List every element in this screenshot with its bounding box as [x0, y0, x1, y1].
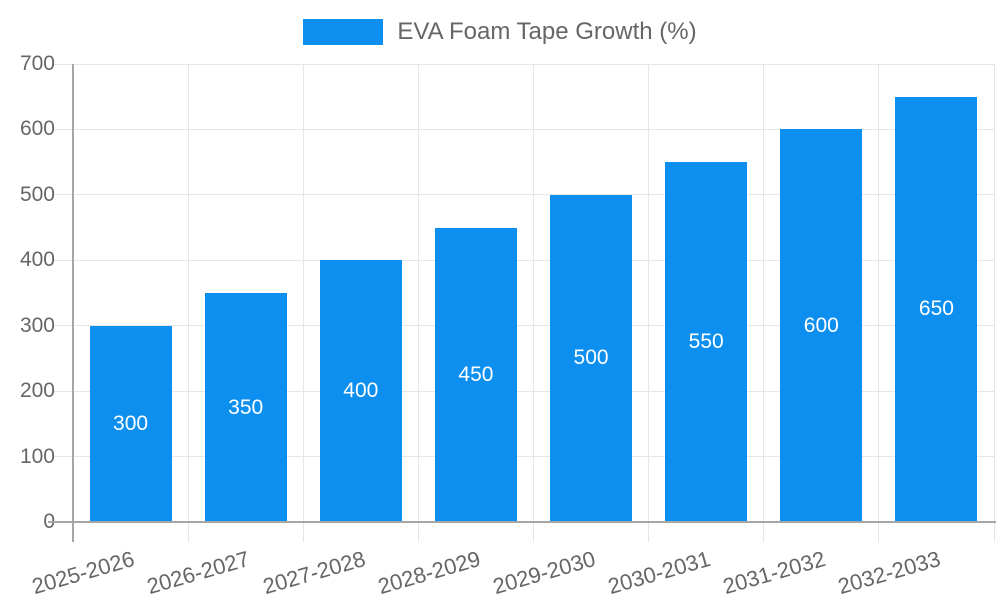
x-axis-tick-label: 2027-2028: [259, 546, 368, 600]
bar-value-label: 450: [458, 362, 494, 386]
gridline-vertical: [302, 64, 304, 542]
gridline-vertical: [187, 64, 189, 542]
bar: 500: [550, 194, 633, 522]
gridline-horizontal: [54, 259, 994, 261]
bar-value-label: 500: [573, 346, 609, 370]
x-axis-tick-label: 2026-2027: [144, 546, 253, 600]
x-axis-tick-label: 2029-2030: [489, 546, 598, 600]
legend-swatch[interactable]: [303, 19, 384, 45]
gridline-horizontal: [54, 63, 994, 65]
y-axis-tick-label: 700: [19, 52, 55, 75]
y-axis-tick-label: 500: [19, 182, 55, 206]
x-axis-tick-label: 2032-2033: [835, 546, 944, 600]
bar: 400: [319, 260, 402, 522]
gridline-horizontal: [54, 456, 994, 458]
legend-label[interactable]: EVA Foam Tape Growth (%): [397, 18, 697, 45]
y-axis-line: [72, 64, 74, 542]
y-axis-tick-label: 600: [19, 117, 55, 141]
gridline-vertical: [648, 64, 650, 542]
bar-value-label: 650: [918, 297, 954, 321]
gridline-vertical: [417, 64, 419, 542]
bar-value-label: 350: [228, 395, 264, 419]
bar: 550: [665, 162, 748, 522]
gridline-horizontal: [54, 390, 994, 392]
y-axis-tick-label: 300: [19, 313, 55, 337]
bar: 300: [89, 325, 172, 522]
gridline-horizontal: [54, 194, 994, 196]
gridline-vertical: [533, 64, 534, 542]
y-axis-tick-label: 100: [19, 444, 55, 468]
gridline-vertical: [878, 64, 880, 542]
x-axis-line: [48, 521, 996, 523]
gridline-horizontal: [54, 128, 994, 130]
bar-value-label: 600: [803, 313, 839, 337]
x-axis-tick-label: 2025-2026: [29, 546, 138, 600]
bar-value-label: 550: [688, 330, 724, 354]
x-axis-tick-label: 2031-2032: [720, 546, 829, 600]
gridline-vertical: [763, 64, 765, 542]
bar-value-label: 300: [113, 411, 149, 435]
bar: 350: [204, 293, 287, 522]
gridline-horizontal: [54, 325, 994, 327]
y-axis-tick-label: 400: [19, 248, 55, 272]
legend[interactable]: EVA Foam Tape Growth (%): [0, 19, 1000, 45]
y-axis-tick-label: 0: [0, 510, 55, 534]
bar: 450: [434, 227, 517, 522]
x-axis-tick-label: 2028-2029: [374, 546, 483, 600]
x-axis-tick-label: 2030-2031: [605, 546, 714, 600]
gridline-vertical: [993, 64, 995, 542]
bar: 600: [780, 129, 863, 522]
bar: 650: [895, 96, 978, 522]
bar-value-label: 400: [343, 379, 379, 403]
y-axis-tick-label: 200: [19, 379, 55, 403]
